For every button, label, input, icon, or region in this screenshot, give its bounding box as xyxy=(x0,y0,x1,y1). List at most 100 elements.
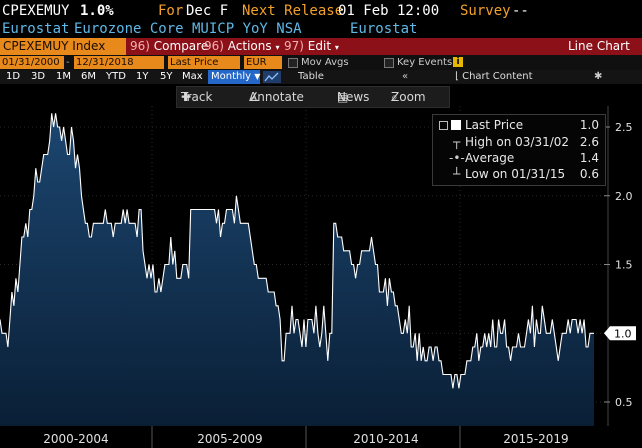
news-label: News xyxy=(337,90,370,104)
chart-legend: Last Price 1.0 ┬ High on 03/31/02 2.6 -•… xyxy=(432,114,606,186)
edit-label: Edit xyxy=(307,39,332,53)
y-tick-label: 2.0 xyxy=(615,190,633,203)
info-icon[interactable]: i xyxy=(453,57,463,67)
edit-button[interactable]: 97) Edit ▾ xyxy=(284,38,339,56)
period-6m[interactable]: 6M xyxy=(81,71,96,82)
controls-bar: 01/31/2000 - 12/31/2018 Last Price EUR M… xyxy=(0,55,642,70)
average-marker-icon: -•- xyxy=(449,151,465,165)
legend-last-price[interactable]: Last Price 1.0 xyxy=(437,117,601,133)
line-chart-icon[interactable] xyxy=(263,71,281,83)
view-type-label[interactable]: Line Chart xyxy=(568,39,630,53)
currency-select[interactable]: EUR xyxy=(244,56,282,69)
source-name: Eurostat xyxy=(2,21,70,37)
field-select[interactable]: Last Price xyxy=(168,56,240,69)
start-date-field[interactable]: 01/31/2000 xyxy=(0,56,64,69)
period-bar: 1D 3D 1M 6M YTD 1Y 5Y Max Monthly ▼ Tabl… xyxy=(0,70,642,84)
x-period-label: 2005-2009 xyxy=(197,432,262,446)
actions-label: Actions xyxy=(227,39,272,53)
period-ytd[interactable]: YTD xyxy=(106,71,126,82)
settings-gear-icon[interactable]: ✱ xyxy=(594,71,603,82)
legend-average: -•- Average 1.4 xyxy=(437,150,601,166)
compare-button[interactable]: 96) Compare xyxy=(130,38,208,55)
last-value-marker: 1.0 xyxy=(604,326,636,341)
track-label: Track xyxy=(181,90,213,104)
key-events-label: Key Events xyxy=(397,57,453,68)
ticker-label: CPEXEMUY xyxy=(2,3,70,19)
edit-num: 97) xyxy=(284,39,304,53)
frequency-select[interactable]: Monthly ▼ xyxy=(208,70,260,84)
next-release-value: 01 Feb 12:00 xyxy=(338,3,440,19)
survey-value: -- xyxy=(512,3,529,19)
legend-checkbox-icon[interactable] xyxy=(439,121,448,130)
for-value: Dec F xyxy=(186,3,229,19)
legend-low: ┴ Low on 01/31/15 0.6 xyxy=(437,166,601,182)
high-marker-icon: ┬ xyxy=(453,135,461,149)
x-period-label: 2000-2004 xyxy=(43,432,108,446)
frequency-dropdown-icon: ▼ xyxy=(254,72,261,81)
legend-low-label: Low on 01/31/15 xyxy=(465,167,566,181)
zoom-label: Zoom xyxy=(391,90,426,104)
actions-button[interactable]: 96) Actions ▾ xyxy=(204,38,279,56)
actions-num: 96) xyxy=(204,39,224,53)
annotate-icon: ∠ xyxy=(249,90,260,104)
last-value-box xyxy=(610,326,636,341)
index-field[interactable]: CPEXEMUY Index xyxy=(0,38,126,55)
period-max[interactable]: Max xyxy=(182,71,203,82)
series-area-fill xyxy=(0,113,594,427)
y-tick-label: 1.5 xyxy=(615,259,633,272)
legend-last-price-label: Last Price xyxy=(465,118,524,132)
menu-bar: CPEXEMUY Index 96) Compare 96) Actions ▾… xyxy=(0,38,642,55)
legend-last-price-value: 1.0 xyxy=(579,118,599,132)
survey-label: Survey xyxy=(460,3,511,19)
series-line xyxy=(0,113,594,389)
edit-dropdown-icon: ▾ xyxy=(334,43,339,52)
x-period-label: 2015-2019 xyxy=(503,432,568,446)
annotate-label: Annotate xyxy=(249,90,304,104)
y-tick-label: 2.5 xyxy=(615,121,633,134)
period-3d[interactable]: 3D xyxy=(31,71,46,82)
header-row: CPEXEMUY 1.0% For Dec F Next Release 01 … xyxy=(0,0,642,22)
table-button[interactable]: Table xyxy=(298,71,324,82)
x-axis-labels: 2000-2004 2005-2009 2010-2014 2015-2019 xyxy=(0,426,642,448)
x-period-label: 2010-2014 xyxy=(353,432,418,446)
period-1d[interactable]: 1D xyxy=(6,71,21,82)
key-events-checkbox[interactable] xyxy=(384,58,394,68)
legend-high: ┬ High on 03/31/02 2.6 xyxy=(437,134,601,150)
period-1m[interactable]: 1M xyxy=(56,71,71,82)
frequency-label: Monthly xyxy=(211,71,252,82)
y-tick-label: 0.5 xyxy=(615,396,633,409)
last-value-arrow xyxy=(604,326,610,341)
source-right: Eurostat xyxy=(350,21,418,37)
end-date-field[interactable]: 12/31/2018 xyxy=(74,56,164,69)
mov-avgs-label: Mov Avgs xyxy=(301,57,349,68)
for-label: For xyxy=(158,3,184,19)
next-release-label: Next Release xyxy=(242,3,344,19)
y-axis-ticks: 0.5 1.5 2.0 2.5 xyxy=(604,121,633,409)
chart-content-icon: ⌊ xyxy=(455,71,459,82)
track-icon: ✚ xyxy=(181,90,192,104)
legend-average-label: Average xyxy=(465,151,515,165)
actions-dropdown-icon: ▾ xyxy=(275,43,280,52)
legend-low-value: 0.6 xyxy=(579,167,599,181)
last-value: 1.0% xyxy=(80,3,114,19)
legend-average-value: 1.4 xyxy=(579,151,599,165)
description-row: Eurostat Eurozone Core MUICP YoY NSA Eur… xyxy=(0,20,642,38)
zoom-icon: ⌕ xyxy=(391,90,398,104)
date-separator: - xyxy=(66,57,70,68)
compare-num: 96) xyxy=(130,39,150,53)
mov-avgs-checkbox[interactable] xyxy=(288,58,298,68)
legend-high-label: High on 03/31/02 xyxy=(465,135,570,149)
collapse-icon[interactable]: « xyxy=(402,71,409,82)
low-marker-icon: ┴ xyxy=(453,167,461,181)
chart-content-label: Chart Content xyxy=(462,71,533,82)
news-icon: ▤ xyxy=(337,90,349,104)
period-1y[interactable]: 1Y xyxy=(136,71,149,82)
compare-label: Compare xyxy=(153,39,209,53)
legend-swatch-icon xyxy=(451,120,461,130)
period-5y[interactable]: 5Y xyxy=(160,71,173,82)
series-description: Eurozone Core MUICP YoY NSA xyxy=(74,21,302,37)
legend-high-value: 2.6 xyxy=(579,135,599,149)
chart-content-button[interactable]: ⌊ Chart Content xyxy=(455,70,533,84)
chart-toolbar: ✚ Track ∠ Annotate ▤ News ⌕ Zoom xyxy=(176,86,450,108)
